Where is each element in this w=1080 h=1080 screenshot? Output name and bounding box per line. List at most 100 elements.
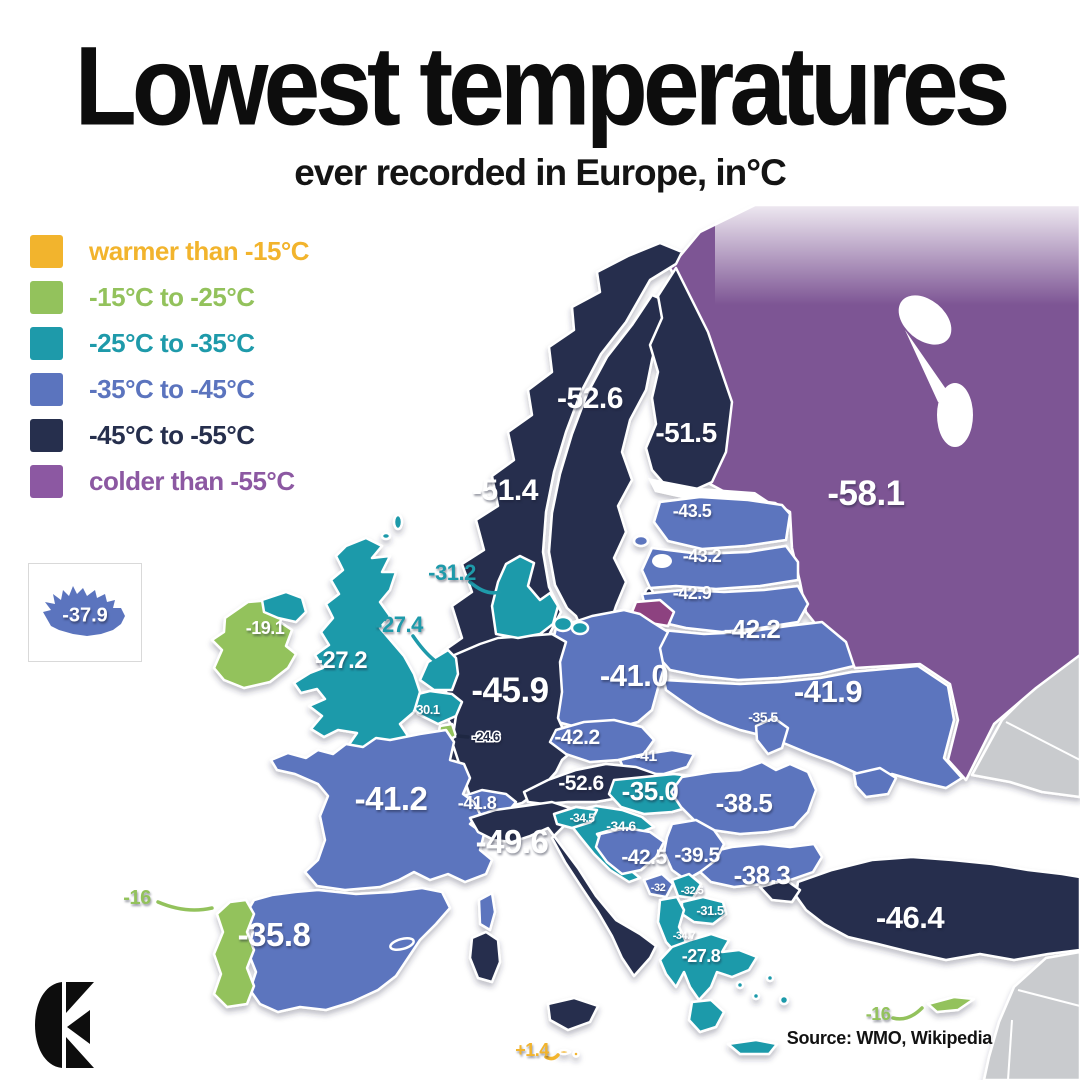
aegean-island-2: [751, 991, 761, 1001]
logo-arm-top: [66, 982, 94, 1013]
denmark-islands-2: [570, 620, 590, 636]
temp-label-poland: -41.0: [600, 658, 668, 693]
logo-arm-mid: [67, 1010, 90, 1044]
legend-item: -15°C to -25°C: [30, 274, 309, 320]
temp-label-malta: +1.4: [515, 1040, 549, 1060]
country-united-kingdom: [292, 536, 422, 756]
legend-label: warmer than -15°C: [89, 235, 310, 266]
island-sicily: [546, 996, 600, 1032]
country-belarus: [652, 620, 856, 682]
iceland-map: [43, 586, 125, 636]
balearic-islands: [389, 937, 415, 951]
legend-item: -45°C to -55°C: [30, 412, 309, 458]
denmark-islands: [552, 615, 574, 633]
region-peloponnese: [687, 998, 726, 1034]
country-latvia: [640, 544, 800, 591]
legend-swatch: [30, 280, 63, 314]
temp-label-russia: -58.1: [827, 474, 904, 513]
temp-label-united-kingdom: -27.2: [315, 647, 367, 674]
temp-label-estonia: -43.5: [673, 501, 712, 521]
north-fade: [715, 190, 1080, 305]
temp-label-latvia: -43.2: [683, 546, 722, 566]
logo-stem: [35, 982, 62, 1068]
temp-label-kosovo: -32.5: [681, 885, 704, 897]
temp-label-france: -41.2: [355, 780, 428, 817]
country-turkey: [794, 855, 1080, 962]
source-credit: Source: WMO, Wikipedia: [786, 1028, 993, 1048]
country-greece: [658, 932, 759, 1002]
region-thrace: [758, 878, 802, 904]
legend-item: warmer than -15°C: [30, 228, 310, 274]
country-netherlands: [418, 648, 460, 692]
aegean-island: [735, 980, 745, 990]
temp-label-lithuania: -42.9: [673, 583, 712, 603]
country-montenegro: [642, 872, 675, 899]
legend-item: colder than -55°C: [30, 458, 309, 504]
region-crimea: [852, 766, 898, 799]
country-malta: [556, 1048, 572, 1056]
gray-border-line: [1005, 721, 1080, 761]
portugal-pointer: [156, 900, 214, 912]
region-northern-ireland: [260, 590, 308, 624]
temp-label-finland: -51.5: [655, 417, 716, 448]
country-romania: [669, 760, 818, 836]
temp-label-belarus: -42.2: [724, 614, 781, 644]
country-serbia: [662, 818, 726, 882]
legend: warmer than -15°C -15°C to -25°C -25°C to …: [30, 228, 310, 504]
country-moldova: [754, 716, 790, 756]
temp-label-bulgaria: -38.3: [734, 860, 791, 890]
white-sea-channel: [905, 330, 960, 402]
malta-islet: [572, 1050, 580, 1058]
temp-label-cyprus: -16: [866, 1004, 891, 1024]
legend-swatch: [30, 234, 63, 268]
temp-label-czechia: -42.2: [554, 726, 599, 749]
luxembourg-pointer: [456, 734, 470, 739]
legend-label: -25°C to -35°C: [89, 327, 255, 358]
temp-label-norway: -51.4: [472, 474, 539, 507]
legend-label: -35°C to -45°C: [89, 373, 255, 404]
temperature-labels: -51.4 -52.6 -51.5 -58.1 -43.5 -43.2 -42.9 -42.2…: [123, 382, 946, 1060]
gulf-of-riga: [652, 554, 672, 568]
temp-label-slovakia: -41: [635, 748, 657, 765]
temp-label-moldova: -35.5: [748, 709, 778, 725]
country-estonia: [652, 495, 792, 551]
temp-label-iceland: -37.9: [62, 604, 108, 627]
white-sea: [898, 295, 952, 345]
region-levant: [982, 950, 1080, 1080]
iceland-inset: -37.9: [28, 563, 142, 662]
temp-label-belgium: -30.1: [412, 702, 439, 717]
legend-swatch: [30, 464, 63, 498]
page-title: Lowest temperatures: [74, 23, 1011, 149]
country-iceland: [43, 586, 125, 636]
temp-label-ireland: -19.1: [246, 618, 285, 638]
country-kosovo: [670, 872, 703, 900]
legend-label: -45°C to -55°C: [89, 419, 255, 450]
netherlands-pointer: [411, 634, 436, 662]
country-belgium: [404, 689, 464, 726]
island-corsica: [477, 891, 497, 932]
orkney-islands: [380, 531, 392, 541]
legend-label: -15°C to -25°C: [89, 281, 255, 312]
country-denmark: [490, 554, 560, 640]
temp-label-north-macedonia: -31.5: [696, 903, 723, 918]
temp-label-sweden: -52.6: [557, 382, 623, 415]
temp-label-romania: -38.5: [716, 788, 773, 818]
country-finland: [644, 266, 734, 494]
country-north-macedonia: [680, 895, 728, 926]
temp-label-austria: -52.6: [558, 772, 603, 795]
country-bosnia: [594, 826, 666, 876]
country-portugal: [212, 898, 256, 1009]
temp-label-netherlands: -27.4: [375, 612, 424, 637]
cyprus-pointer: [891, 1006, 924, 1021]
gray-border-line-3: [1007, 1019, 1013, 1080]
temp-label-montenegro: -32: [651, 882, 666, 894]
temp-label-portugal: -16: [123, 887, 151, 909]
logo-arm-bottom: [66, 1037, 94, 1068]
legend-swatch: [30, 418, 63, 452]
temp-label-spain: -35.8: [238, 916, 311, 953]
publisher-logo: [35, 982, 94, 1068]
temp-label-serbia: -39.5: [674, 844, 720, 867]
temp-label-luxembourg: -24.6: [472, 729, 499, 744]
